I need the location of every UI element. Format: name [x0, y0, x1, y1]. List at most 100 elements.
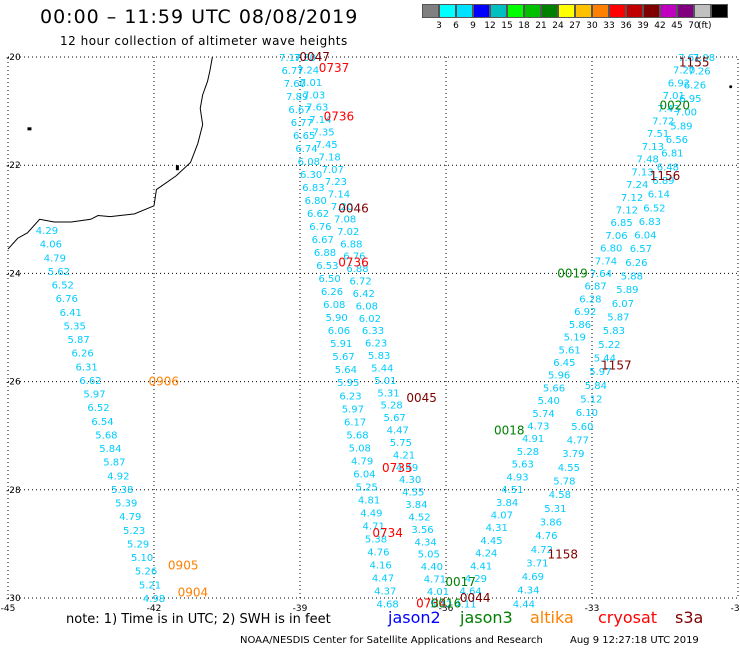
wave-height-value: 7.63: [306, 103, 328, 114]
wave-height-value: 5.89: [670, 121, 692, 132]
color-scale-label: 27: [569, 21, 581, 31]
wave-height-value: 5.60: [571, 422, 593, 433]
wave-height-value: 7.23: [325, 177, 347, 188]
wave-height-value: 7.17: [279, 53, 301, 64]
wave-height-value: 4.40: [421, 562, 443, 573]
wave-height-value: 7.64: [590, 269, 612, 280]
pass-time-jason3: 0016: [431, 596, 462, 610]
wave-height-value: 5.97: [342, 404, 364, 415]
color-scale-label: 24: [552, 21, 564, 31]
credit-line: NOAA/NESDIS Center for Satellite Applica…: [240, 635, 543, 646]
wave-height-value: 7.18: [319, 152, 341, 163]
wave-height-value: 5.67: [384, 413, 406, 424]
wave-height-value: 7.20: [673, 66, 695, 77]
wave-height-value: 5.44: [371, 363, 393, 374]
wave-height-value: 6.87: [584, 282, 606, 293]
x-tick-label: -33: [585, 604, 600, 614]
wave-height-value: 7.06: [605, 231, 627, 242]
legend-cryosat: cryosat: [598, 608, 658, 627]
color-swatch: [711, 4, 728, 18]
color-scale-label: 36: [620, 21, 632, 31]
wave-height-value: 5.44: [594, 354, 616, 365]
pass-time-s3a: 1155: [679, 55, 710, 69]
wave-height-value: 4.72: [531, 545, 553, 556]
wave-height-values: 7.17 6.77 7.60 7.89 6.67 6.77 6.65 6.74 6.08 6.30…: [36, 53, 715, 610]
color-swatch: [422, 4, 439, 18]
wave-height-value: 3.56: [411, 525, 433, 536]
wave-height-value: 6.56: [666, 135, 688, 146]
page-title: 00:00 – 11:59 UTC 08/08/2019: [40, 6, 359, 28]
color-swatch: [694, 4, 711, 18]
wave-height-value: 4.34: [517, 586, 539, 597]
wave-height-value: 5.21: [139, 580, 161, 591]
wave-height-value: 6.54: [91, 417, 113, 428]
wave-height-value: 5.28: [380, 401, 402, 412]
wave-height-value: 4.73: [527, 422, 549, 433]
wave-height-value: 4.81: [358, 495, 380, 506]
y-tick-label: -28: [6, 486, 21, 496]
wave-height-value: 4.21: [393, 450, 415, 461]
wave-height-value: 4.76: [535, 531, 557, 542]
map-grid: [7, 56, 739, 599]
wave-height-value: 5.87: [103, 458, 125, 469]
wave-height-value: 5.86: [569, 320, 591, 331]
wave-height-value: 6.04: [353, 469, 375, 480]
wave-height-value: 6.83: [302, 183, 324, 194]
color-swatch: [558, 4, 575, 18]
wave-height-value: 5.63: [512, 460, 534, 471]
island-mark: [27, 127, 32, 131]
wave-height-value: 6.33: [362, 326, 384, 337]
wave-height-value: 6.26: [684, 80, 706, 91]
wave-height-value: 5.12: [580, 395, 602, 406]
wave-height-value: 6.30: [300, 170, 322, 181]
wave-height-value: 5.97: [589, 367, 611, 378]
wave-height-value: 5.19: [564, 333, 586, 344]
pass-time-altika: 0904: [178, 586, 209, 600]
wave-height-value: 5.87: [68, 335, 90, 346]
wave-height-value: 6.81: [661, 149, 683, 160]
legend-s3a: s3a: [675, 608, 704, 627]
wave-height-value: 6.08: [323, 300, 345, 311]
pass-time-s3a: 0045: [406, 391, 437, 405]
wave-height-value: 5.25: [356, 482, 378, 493]
wave-height-value: 6.80: [600, 244, 622, 255]
wave-height-value: 6.85: [611, 218, 633, 229]
wave-height-value: 4.45: [480, 536, 502, 547]
wave-height-value: 7.07: [322, 165, 344, 176]
wave-height-value: 7.74: [595, 256, 617, 267]
wave-height-value: 6.04: [634, 231, 656, 242]
color-scale-label: 21: [535, 21, 547, 31]
wave-height-value: 6.72: [349, 277, 371, 288]
wave-height-value: 5.31: [544, 504, 566, 515]
pass-time-s3a: 0046: [338, 201, 369, 215]
wave-height-value: 5.91: [330, 339, 352, 350]
color-swatch: [507, 4, 524, 18]
wave-height-value: 5.22: [598, 340, 620, 351]
wave-height-value: 6.77: [291, 118, 313, 129]
color-swatch: [456, 4, 473, 18]
wave-height-value: 5.39: [115, 499, 137, 510]
wave-height-value: 5.05: [418, 550, 440, 561]
wave-height-value: 6.83: [639, 217, 661, 228]
color-scale-label: 15: [501, 21, 513, 31]
wave-height-value: 7.30: [294, 53, 316, 64]
wave-height-value: 6.17: [344, 417, 366, 428]
pass-time-s3a: 1157: [601, 358, 632, 372]
pass-time-altika: 0906: [148, 375, 179, 389]
color-scale-label: 45: [671, 21, 683, 31]
color-swatch: [473, 4, 490, 18]
coastline: [7, 56, 733, 250]
wave-height-value: 6.08: [298, 157, 320, 168]
color-swatch: [524, 4, 541, 18]
wave-height-value: 7.24: [626, 180, 648, 191]
wave-height-value: 4.37: [374, 586, 396, 597]
pass-time-s3a: 1156: [650, 169, 681, 183]
wave-height-value: 5.84: [585, 381, 607, 392]
wave-height-value: 6.88: [314, 248, 336, 259]
color-scale-label: 39: [637, 21, 649, 31]
wave-height-value: 5.89: [616, 285, 638, 296]
wave-height-value: 7.03: [303, 90, 325, 101]
pass-time-cryosat: 0736: [324, 110, 355, 124]
wave-height-value: 4.06: [40, 240, 62, 251]
wave-height-value: 7.12: [616, 205, 638, 216]
